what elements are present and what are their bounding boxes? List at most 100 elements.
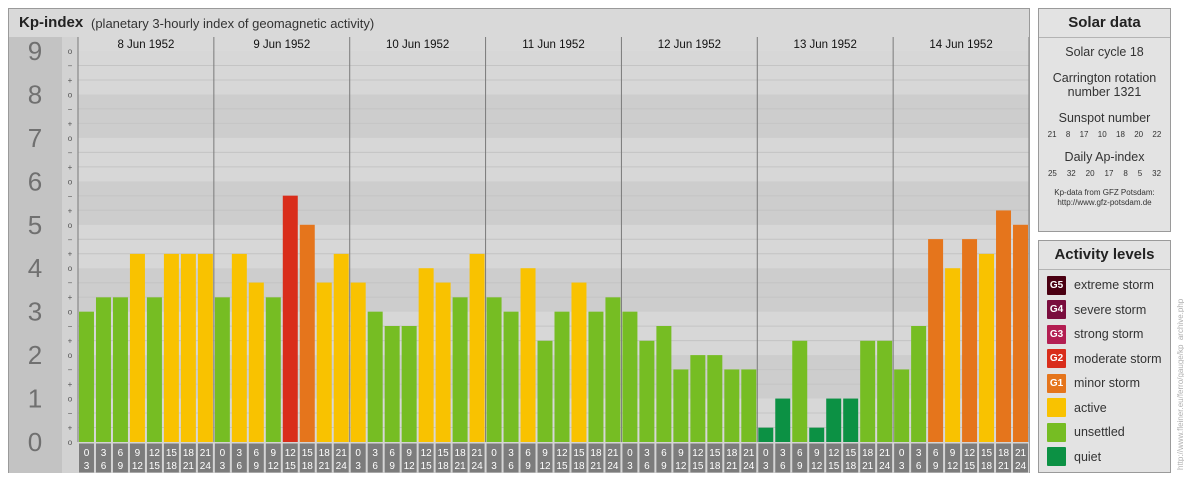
hour-end-label: 21	[590, 461, 602, 472]
activity-level-label: moderate storm	[1074, 351, 1162, 366]
minor-tick-label: o	[68, 395, 73, 404]
hour-end-label: 9	[661, 461, 667, 472]
minor-tick-label: −	[68, 322, 73, 331]
activity-level-0: G5 extreme storm	[1047, 275, 1154, 295]
sunspot-number-label: Sunspot number	[1058, 111, 1151, 125]
date-label: 8 Jun 1952	[117, 39, 174, 51]
hour-end-label: 6	[101, 461, 107, 472]
hour-end-label: 9	[797, 461, 803, 472]
hour-end-label: 12	[811, 461, 823, 472]
credit-link[interactable]: http://www.gfz-potsdam.de	[1057, 198, 1152, 207]
hour-box	[1012, 442, 1029, 473]
hour-end-label: 18	[709, 461, 721, 472]
y-axis-background	[9, 37, 62, 473]
hour-box	[757, 442, 775, 473]
hour-end-label: 21	[998, 461, 1010, 472]
hour-start-label: 3	[644, 448, 650, 459]
sunspot-value: 21	[1047, 130, 1057, 139]
hour-box	[587, 442, 605, 473]
hour-start-label: 6	[118, 448, 124, 459]
hour-box	[859, 442, 877, 473]
hour-end-label: 12	[675, 461, 687, 472]
kp-bar	[367, 311, 383, 442]
kp-bar	[962, 239, 978, 442]
ap-value: 20	[1085, 169, 1095, 178]
activity-levels-panel: Activity levels G5 extreme storm G4 severe …	[1038, 240, 1171, 473]
kp-bar	[299, 224, 315, 442]
y-tick-label: 2	[28, 340, 42, 370]
hour-start-label: 18	[726, 448, 738, 459]
hour-end-label: 9	[118, 461, 124, 472]
kp-bar	[180, 253, 196, 442]
minor-tick-label: +	[68, 293, 73, 302]
ap-value: 32	[1152, 169, 1162, 178]
hour-box	[825, 442, 843, 473]
hour-box	[196, 442, 214, 473]
activity-level-swatch	[1047, 422, 1066, 442]
minor-tick-label: −	[68, 192, 73, 201]
minor-tick-label: +	[68, 424, 73, 433]
kp-bar	[911, 326, 927, 442]
kp-bar	[724, 369, 740, 442]
kp-bar	[554, 311, 570, 442]
hour-box	[774, 442, 792, 473]
hour-start-label: 6	[389, 448, 395, 459]
hour-box	[570, 442, 588, 473]
minor-tick-label: o	[68, 221, 73, 230]
kp-bar	[741, 369, 757, 442]
band-6	[78, 137, 1029, 182]
hour-box	[944, 442, 962, 473]
minor-tick-label: o	[68, 177, 73, 186]
minor-tick-label: o	[68, 90, 73, 99]
kp-bar	[571, 282, 587, 442]
date-header	[78, 37, 1029, 51]
activity-level-7: quiet	[1047, 447, 1101, 467]
kp-bar	[79, 311, 94, 442]
hour-box	[417, 442, 435, 473]
kp-bar	[758, 427, 774, 442]
activity-level-swatch: G5	[1047, 275, 1066, 295]
hour-box	[468, 442, 486, 473]
minor-tick-label: o	[68, 264, 73, 273]
hour-end-label: 9	[389, 461, 395, 472]
hour-box	[910, 442, 928, 473]
activity-level-1: G4 severe storm	[1047, 300, 1146, 320]
band-7	[78, 94, 1029, 138]
kp-bar	[282, 195, 298, 442]
activity-level-label: extreme storm	[1074, 278, 1154, 292]
hour-end-label: 3	[220, 461, 226, 472]
hour-box	[502, 442, 520, 473]
hour-end-label: 9	[525, 461, 531, 472]
minor-tick-label: −	[68, 409, 73, 418]
kp-bar	[605, 297, 621, 442]
hour-end-label: 24	[472, 461, 484, 472]
activity-level-label: quiet	[1074, 449, 1102, 464]
kp-bar	[996, 210, 1012, 442]
hour-start-label: 3	[780, 448, 786, 459]
activity-level-label: unsettled	[1074, 425, 1125, 439]
kp-bar	[826, 398, 842, 442]
sunspot-value: 18	[1116, 130, 1125, 139]
hour-start-label: 0	[220, 448, 226, 459]
hour-start-label: 18	[998, 448, 1010, 459]
hour-box	[247, 442, 265, 473]
kp-bar	[520, 268, 536, 442]
hour-box	[621, 442, 639, 473]
hour-box	[349, 442, 367, 473]
activity-level-label: active	[1074, 400, 1107, 415]
hour-start-label: 6	[254, 448, 260, 459]
minor-tick-label: −	[68, 105, 73, 114]
hour-end-label: 21	[455, 461, 467, 472]
hour-box	[145, 442, 163, 473]
hour-start-label: 12	[964, 448, 976, 459]
activity-level-label: minor storm	[1074, 376, 1140, 390]
solar-cycle: Solar cycle 18	[1065, 45, 1144, 59]
hour-start-label: 9	[678, 448, 684, 459]
y-tick-label: 1	[28, 384, 42, 414]
hour-end-label: 15	[828, 461, 840, 472]
activity-level-4: G1 minor storm	[1047, 373, 1140, 393]
hour-end-label: 12	[947, 461, 959, 472]
minor-tick-label: o	[68, 308, 73, 317]
hour-end-label: 15	[692, 461, 704, 472]
kp-bar	[673, 369, 689, 442]
